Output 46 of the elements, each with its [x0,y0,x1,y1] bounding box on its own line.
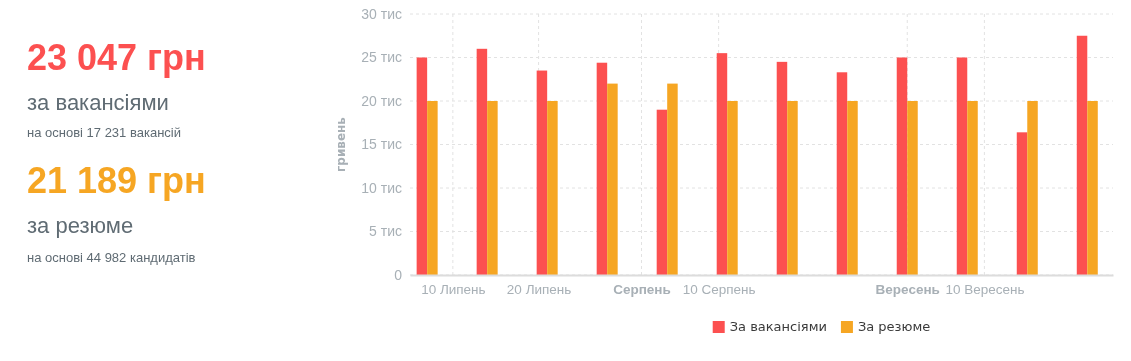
bar [907,101,918,275]
bar [656,109,668,275]
y-tick-label: 0 [394,266,403,283]
x-tick-label: 10 Серпень [682,281,756,297]
bar [967,101,978,275]
bar [727,101,738,275]
bar [476,48,488,275]
bar [1016,132,1028,275]
legend-label: За резюме [857,319,931,334]
text: за вакансіями [27,90,169,115]
bar [1027,101,1038,275]
bar [487,101,498,275]
x-tick-label: 10 Вересень [945,281,1025,297]
text: 21 189 грн [27,160,206,201]
y-axis-title: гривень [334,116,348,172]
y-tick-label: 15 тис [361,136,402,153]
x-tick-label: 20 Липень [506,281,572,297]
bar [896,57,908,275]
text: 23 047 грн [27,37,206,78]
bar [547,101,558,275]
bar [716,53,728,275]
y-tick-label: 20 тис [361,92,402,109]
y-tick-label: 10 тис [361,179,402,196]
bar [956,57,968,275]
bar [667,83,678,275]
bar [1087,101,1098,275]
bar [836,72,848,275]
bar [776,61,788,275]
bar [607,83,618,275]
x-tick-label: Вересень [875,281,940,297]
y-tick-label: 25 тис [361,49,402,66]
bar [536,70,548,275]
bar [1076,35,1088,275]
bar [847,101,858,275]
bar [416,57,428,275]
bar [427,101,438,275]
bar [596,62,608,275]
legend-label: За вакансіями [729,319,827,334]
text: за резюме [27,213,134,238]
x-tick-label: Серпень [613,281,671,297]
text: на основі 44 982 кандидатів [27,250,196,265]
y-tick-label: 30 тис [361,5,402,22]
text: на основі 17 231 вакансій [27,125,181,140]
y-tick-label: 5 тис [369,223,402,240]
bar [787,101,798,275]
x-tick-label: 10 Липень [421,281,486,297]
